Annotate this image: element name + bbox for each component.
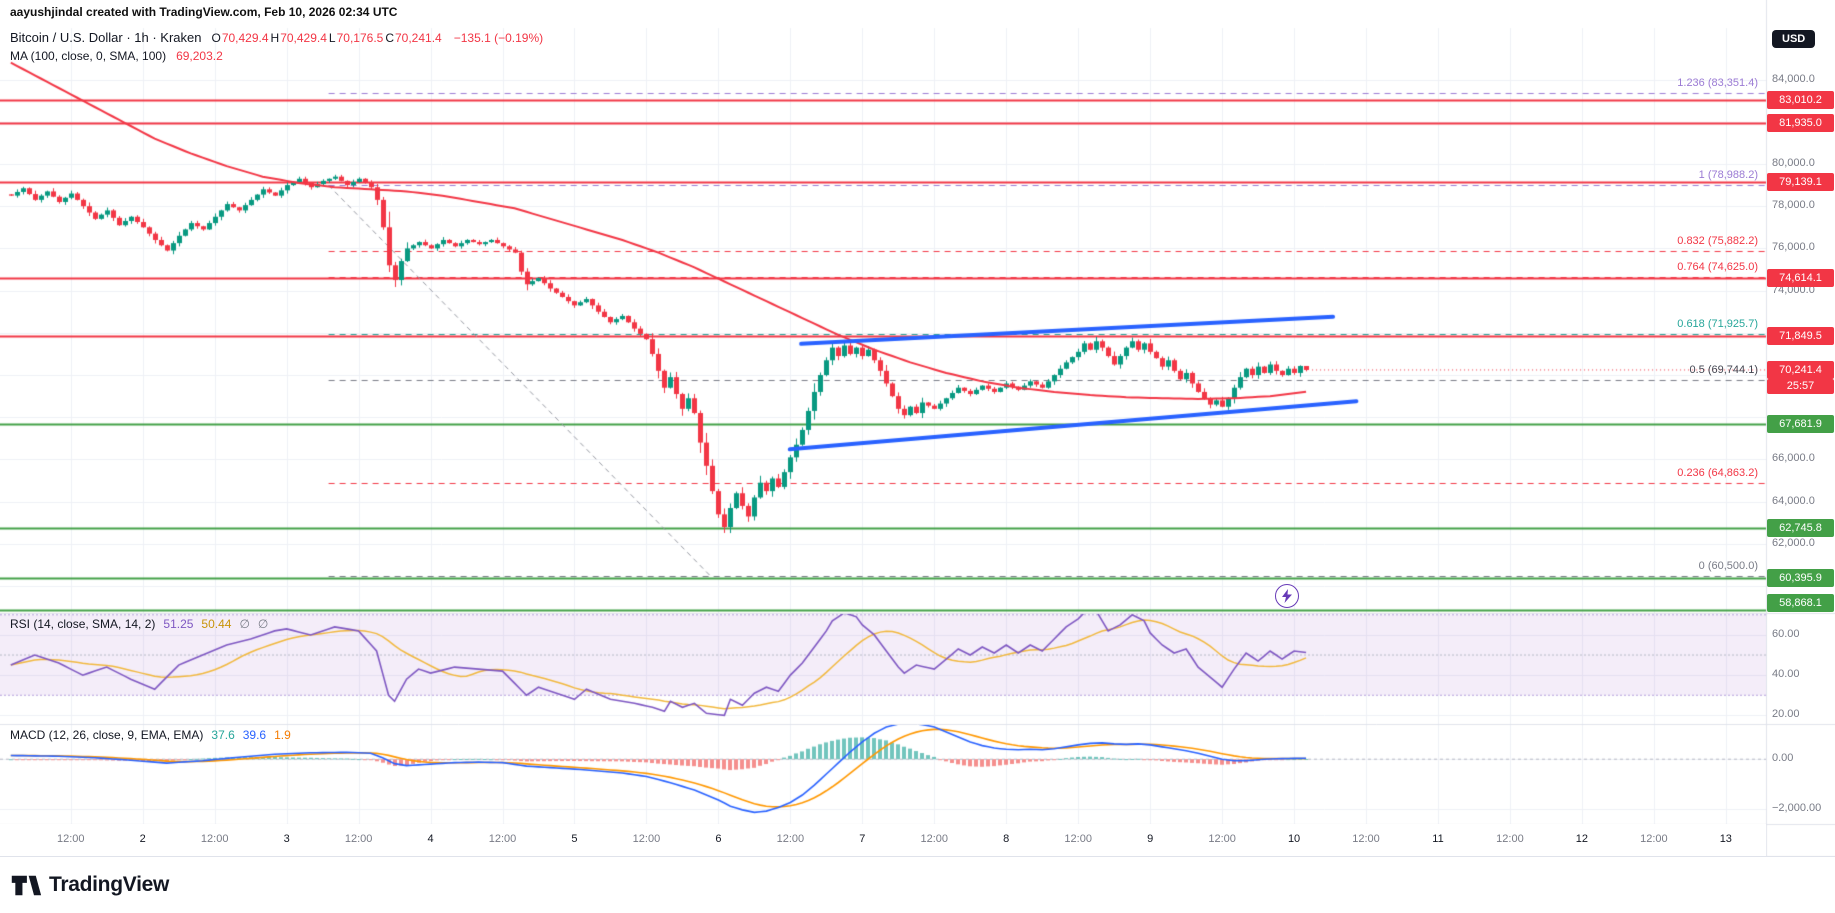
fib-level-label: 0.236 (64,863.2): [1677, 467, 1758, 480]
lightning-bolt-glyph: [1282, 589, 1292, 603]
level-price-label: 74,614.1: [1767, 268, 1834, 287]
time-tick: 12:00: [1208, 833, 1236, 845]
time-tick: 12: [1575, 833, 1589, 845]
ohlc-L: L70,176.5: [328, 31, 384, 45]
time-tick: 12:00: [344, 833, 373, 845]
ohlc-O: O70,429.4: [211, 31, 269, 45]
time-tick: 12:00: [776, 833, 805, 845]
fib-level-label: 0.832 (75,882.2): [1677, 234, 1758, 247]
time-tick: 10: [1287, 833, 1301, 845]
level-price-label: 81,935.0: [1767, 114, 1834, 133]
time-tick: 12:00: [488, 833, 517, 845]
time-tick: 3: [283, 833, 290, 845]
time-tick: 6: [715, 833, 722, 845]
time-tick: 12:00: [1496, 833, 1524, 845]
rsi-tick: 60.00: [1772, 627, 1800, 640]
price-tick: 64,000.0: [1772, 494, 1815, 507]
rsi-legend: RSI (14, close, SMA, 14, 2) 51.25 50.44 …: [10, 617, 268, 631]
symbol-title[interactable]: Bitcoin / U.S. Dollar · 1h · Kraken: [10, 30, 202, 45]
fib-level-label: 1.236 (83,351.4): [1677, 77, 1758, 90]
fib-level-label: 0.5 (69,744.1): [1689, 364, 1759, 377]
fib-level-label: 0.764 (74,625.0): [1677, 261, 1758, 274]
macd-legend: MACD (12, 26, close, 9, EMA, EMA) 37.6 3…: [10, 728, 291, 742]
tradingview-logo-icon: [11, 875, 42, 895]
change-value: −135.1 (−0.19%): [453, 31, 544, 45]
footer-toolbar: TradingView: [0, 856, 1835, 913]
level-price-label: 60,395.9: [1767, 568, 1834, 587]
price-tick: 84,000.0: [1772, 72, 1815, 85]
rsi-tick: 40.00: [1772, 668, 1800, 681]
time-tick: 12:00: [200, 833, 229, 845]
level-price-label: 58,868.1: [1767, 594, 1834, 612]
macd-hist-value: 37.6: [211, 728, 235, 742]
time-tick: 5: [571, 833, 578, 845]
countdown-label: 25:57: [1767, 378, 1834, 394]
time-tick: 12:00: [56, 833, 85, 845]
rsi-value: 51.25: [163, 617, 194, 631]
time-tick: 4: [427, 833, 434, 845]
level-price-label: 62,745.8: [1767, 519, 1834, 538]
time-tick: 12:00: [1640, 833, 1668, 845]
time-tick: 7: [859, 833, 866, 845]
symbol-legend: Bitcoin / U.S. Dollar · 1h · Kraken O70,…: [10, 30, 543, 68]
ma-legend-label[interactable]: MA (100, close, 0, SMA, 100): [10, 49, 167, 63]
rsi-band-upper-value: ∅: [239, 617, 250, 631]
rsi-sma-value: 50.44: [201, 617, 232, 631]
level-price-label: 79,139.1: [1767, 173, 1834, 192]
time-tick: 12:00: [1352, 833, 1380, 845]
fib-level-label: 0.618 (71,925.7): [1677, 318, 1758, 331]
currency-badge[interactable]: USD: [1772, 30, 1816, 48]
time-tick: 2: [139, 833, 146, 845]
macd-tick: −2,000.00: [1772, 801, 1822, 814]
price-tick: 80,000.0: [1772, 156, 1815, 169]
level-price-label: 71,849.5: [1767, 327, 1834, 345]
level-price-label: 83,010.2: [1767, 91, 1834, 110]
rsi-legend-label[interactable]: RSI (14, close, SMA, 14, 2): [10, 617, 156, 631]
tradingview-logo[interactable]: TradingView: [10, 872, 169, 899]
macd-signal-value: 1.9: [274, 728, 291, 742]
fib-level-label: 0 (60,500.0): [1698, 559, 1758, 572]
lightning-icon[interactable]: [1275, 584, 1299, 608]
price-axis[interactable]: USD 84,000.0 80,000.0 78,000.0 76,000.0 74,0…: [1766, 0, 1835, 856]
tradingview-wordmark: TradingView: [49, 873, 170, 896]
rsi-band-lower-value: ∅: [257, 617, 269, 631]
macd-tick: 0.00: [1772, 752, 1794, 765]
macd-legend-label[interactable]: MACD (12, 26, close, 9, EMA, EMA): [10, 728, 204, 742]
time-tick: 8: [1003, 833, 1010, 845]
ohlc-values: O70,429.4 H70,429.4 L70,176.5 C70,241.4: [211, 31, 443, 45]
time-tick: 12:00: [632, 833, 661, 845]
ma-value: 69,203.2: [176, 49, 223, 63]
level-price-label: 67,681.9: [1767, 414, 1834, 433]
time-tick: 13: [1719, 833, 1732, 845]
price-tick: 62,000.0: [1772, 536, 1815, 549]
price-tick: 76,000.0: [1772, 241, 1815, 254]
price-tick: 78,000.0: [1772, 199, 1815, 212]
time-tick: 12:00: [920, 833, 949, 845]
time-tick: 11: [1432, 833, 1444, 845]
time-tick: 12:00: [1064, 833, 1092, 845]
ohlc-C: C70,241.4: [385, 31, 442, 45]
rsi-tick: 20.00: [1772, 708, 1800, 721]
ohlc-H: H70,429.4: [270, 31, 327, 45]
attribution: aayushjindal created with TradingView.co…: [10, 5, 398, 19]
price-tick: 66,000.0: [1772, 452, 1815, 465]
time-axis[interactable]: 12:00 2 12:00 3 12:00 4 12:00 5 12:00 6 12:00 7 12:0…: [0, 824, 1766, 856]
macd-line-value: 39.6: [242, 728, 267, 742]
time-tick: 9: [1147, 833, 1154, 845]
fib-level-label: 1 (78,988.2): [1698, 169, 1758, 182]
last-price-label: 70,241.4: [1767, 360, 1834, 379]
